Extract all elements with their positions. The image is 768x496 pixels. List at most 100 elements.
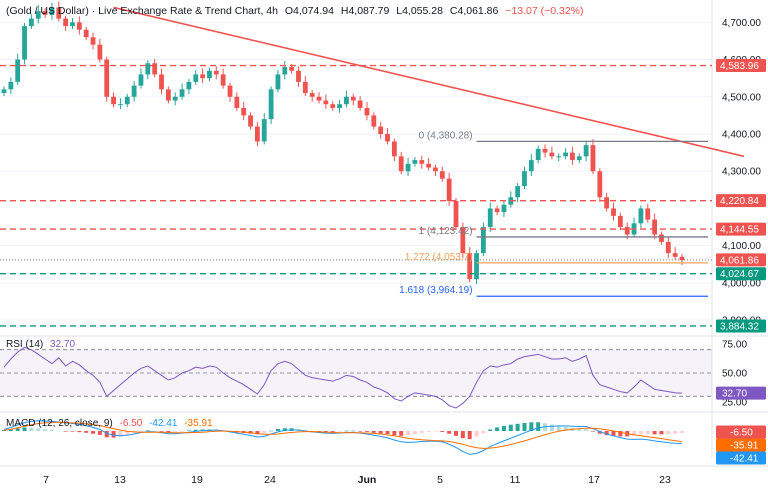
price-level-tag <box>716 222 766 236</box>
candle-body <box>617 215 623 228</box>
time-tick-label: 19 <box>191 474 203 486</box>
candle-body <box>254 126 260 142</box>
candle-body <box>364 107 370 116</box>
macd-histogram-bar <box>467 431 472 440</box>
fib-level-label: 1.618 (3,964.19) <box>399 285 472 296</box>
candle-body <box>49 7 55 15</box>
macd-histogram-bar <box>152 430 157 432</box>
candle-body <box>624 227 630 235</box>
macd-line-value: -42.41 <box>149 418 178 429</box>
candle-body <box>1 89 7 94</box>
macd-histogram-bar <box>364 431 369 432</box>
macd-histogram-bar <box>8 429 13 431</box>
macd-histogram-bar <box>488 429 493 431</box>
candle-body <box>42 11 48 15</box>
macd-histogram-bar <box>29 427 34 431</box>
macd-histogram-bar <box>351 430 356 432</box>
candle-body <box>220 74 226 86</box>
macd-histogram-bar <box>138 431 143 432</box>
candle-body <box>337 104 342 108</box>
time-axis: 7 13 19 24 Jun 5 11 17 23 <box>0 465 768 486</box>
macd-histogram-bar <box>474 431 479 437</box>
candle-body <box>467 253 473 280</box>
candle-body <box>213 70 219 75</box>
candle-body <box>275 74 281 90</box>
macd-histogram-bar <box>460 431 465 439</box>
macd-histogram-bar <box>680 431 684 433</box>
macd-histogram-bar <box>282 428 287 431</box>
macd-value-tag <box>716 425 766 439</box>
overlays: 0 (4,380.28) 1 (4,123.42) 1.272 (4,053.7) 1… <box>0 6 745 327</box>
candle-body <box>22 26 27 60</box>
rsi-legend: RSI (14) 32.70 <box>6 339 75 350</box>
macd-histogram-bar <box>584 429 589 431</box>
macd-histogram-bar <box>330 431 335 432</box>
candle-body <box>268 89 274 120</box>
ohlc-high: H4,087.79 <box>340 5 390 17</box>
price-level-tag-label: 4,061.86 <box>720 255 759 266</box>
macd-histogram-bar <box>15 428 20 431</box>
macd-histogram-bar <box>43 429 48 431</box>
macd-histogram-bar <box>36 428 41 431</box>
macd-histogram-bar <box>577 428 582 431</box>
macd-histogram-bar <box>344 430 349 432</box>
macd-histogram-bar <box>166 431 171 433</box>
macd-histogram-bar <box>371 431 376 433</box>
candle-body <box>474 253 479 280</box>
price-tick-label: 4,400.00 <box>722 130 761 141</box>
macd-histogram-bar <box>180 431 185 432</box>
macd-histogram-bar <box>638 431 643 435</box>
time-tick-label: 13 <box>114 474 126 486</box>
macd-signal-line <box>3 421 683 449</box>
rsi-tick-label: 25.00 <box>722 398 747 409</box>
macd-label: MACD (12, 26, close, 9) <box>6 418 113 429</box>
candle-body <box>63 18 69 27</box>
macd-value-tag <box>716 451 766 465</box>
macd-histogram-bar <box>447 431 452 434</box>
fib-level-label: 1.272 (4,053.7) <box>405 252 473 263</box>
time-tick-label: 5 <box>437 474 443 486</box>
candle-body <box>515 186 521 198</box>
macd-histogram-bar <box>193 429 198 431</box>
price-level-tag <box>716 59 766 73</box>
candle-body <box>8 81 14 90</box>
candle-body <box>378 126 384 134</box>
macd-histogram-bar <box>611 431 616 436</box>
candle-body <box>296 70 301 82</box>
macd-histogram-bar <box>666 431 671 434</box>
macd-histogram-bar <box>317 431 322 432</box>
macd-histogram-bar <box>536 422 541 431</box>
macd-histogram-bar <box>406 431 411 436</box>
ohlc-low: L4,055.28 <box>396 5 443 17</box>
macd-histogram-bar <box>399 431 404 436</box>
time-tick-label: 23 <box>659 474 671 486</box>
macd-histogram-bar <box>269 430 274 432</box>
price-level-tag-label: 3,884.32 <box>720 321 759 332</box>
candle-body <box>35 11 41 19</box>
candle-body <box>172 96 178 101</box>
macd-histogram-bar <box>111 431 116 438</box>
candle-body <box>179 89 185 97</box>
macd-value-tag-label: -42.41 <box>730 454 759 465</box>
candle-body <box>241 107 247 116</box>
price-tags: 4,583.96 4,220.84 4,144.55 4,061.86 4,024.67… <box>716 59 766 333</box>
candle-body <box>604 197 610 209</box>
candle-body <box>90 37 96 45</box>
candle-body <box>193 74 199 82</box>
candle-body <box>385 134 390 142</box>
macd-histogram-bar <box>262 431 267 434</box>
candle-body <box>419 160 425 164</box>
price-tick-label: 4,100.00 <box>722 241 761 252</box>
candle-body <box>344 96 349 105</box>
candle-body <box>138 74 144 86</box>
price-tick-label: 4,000.00 <box>722 278 761 289</box>
price-level-tag-label: 4,024.67 <box>720 269 759 280</box>
chart-header: (Gold / US Dollar) · Live Exchange Rate … <box>6 5 588 17</box>
rsi-tick-label: 50.00 <box>722 369 747 380</box>
macd-histogram-bar <box>563 426 568 431</box>
candle-body <box>652 219 658 235</box>
candle-body <box>104 59 110 97</box>
macd-histogram-bar <box>2 430 6 431</box>
candle-body <box>426 163 432 168</box>
